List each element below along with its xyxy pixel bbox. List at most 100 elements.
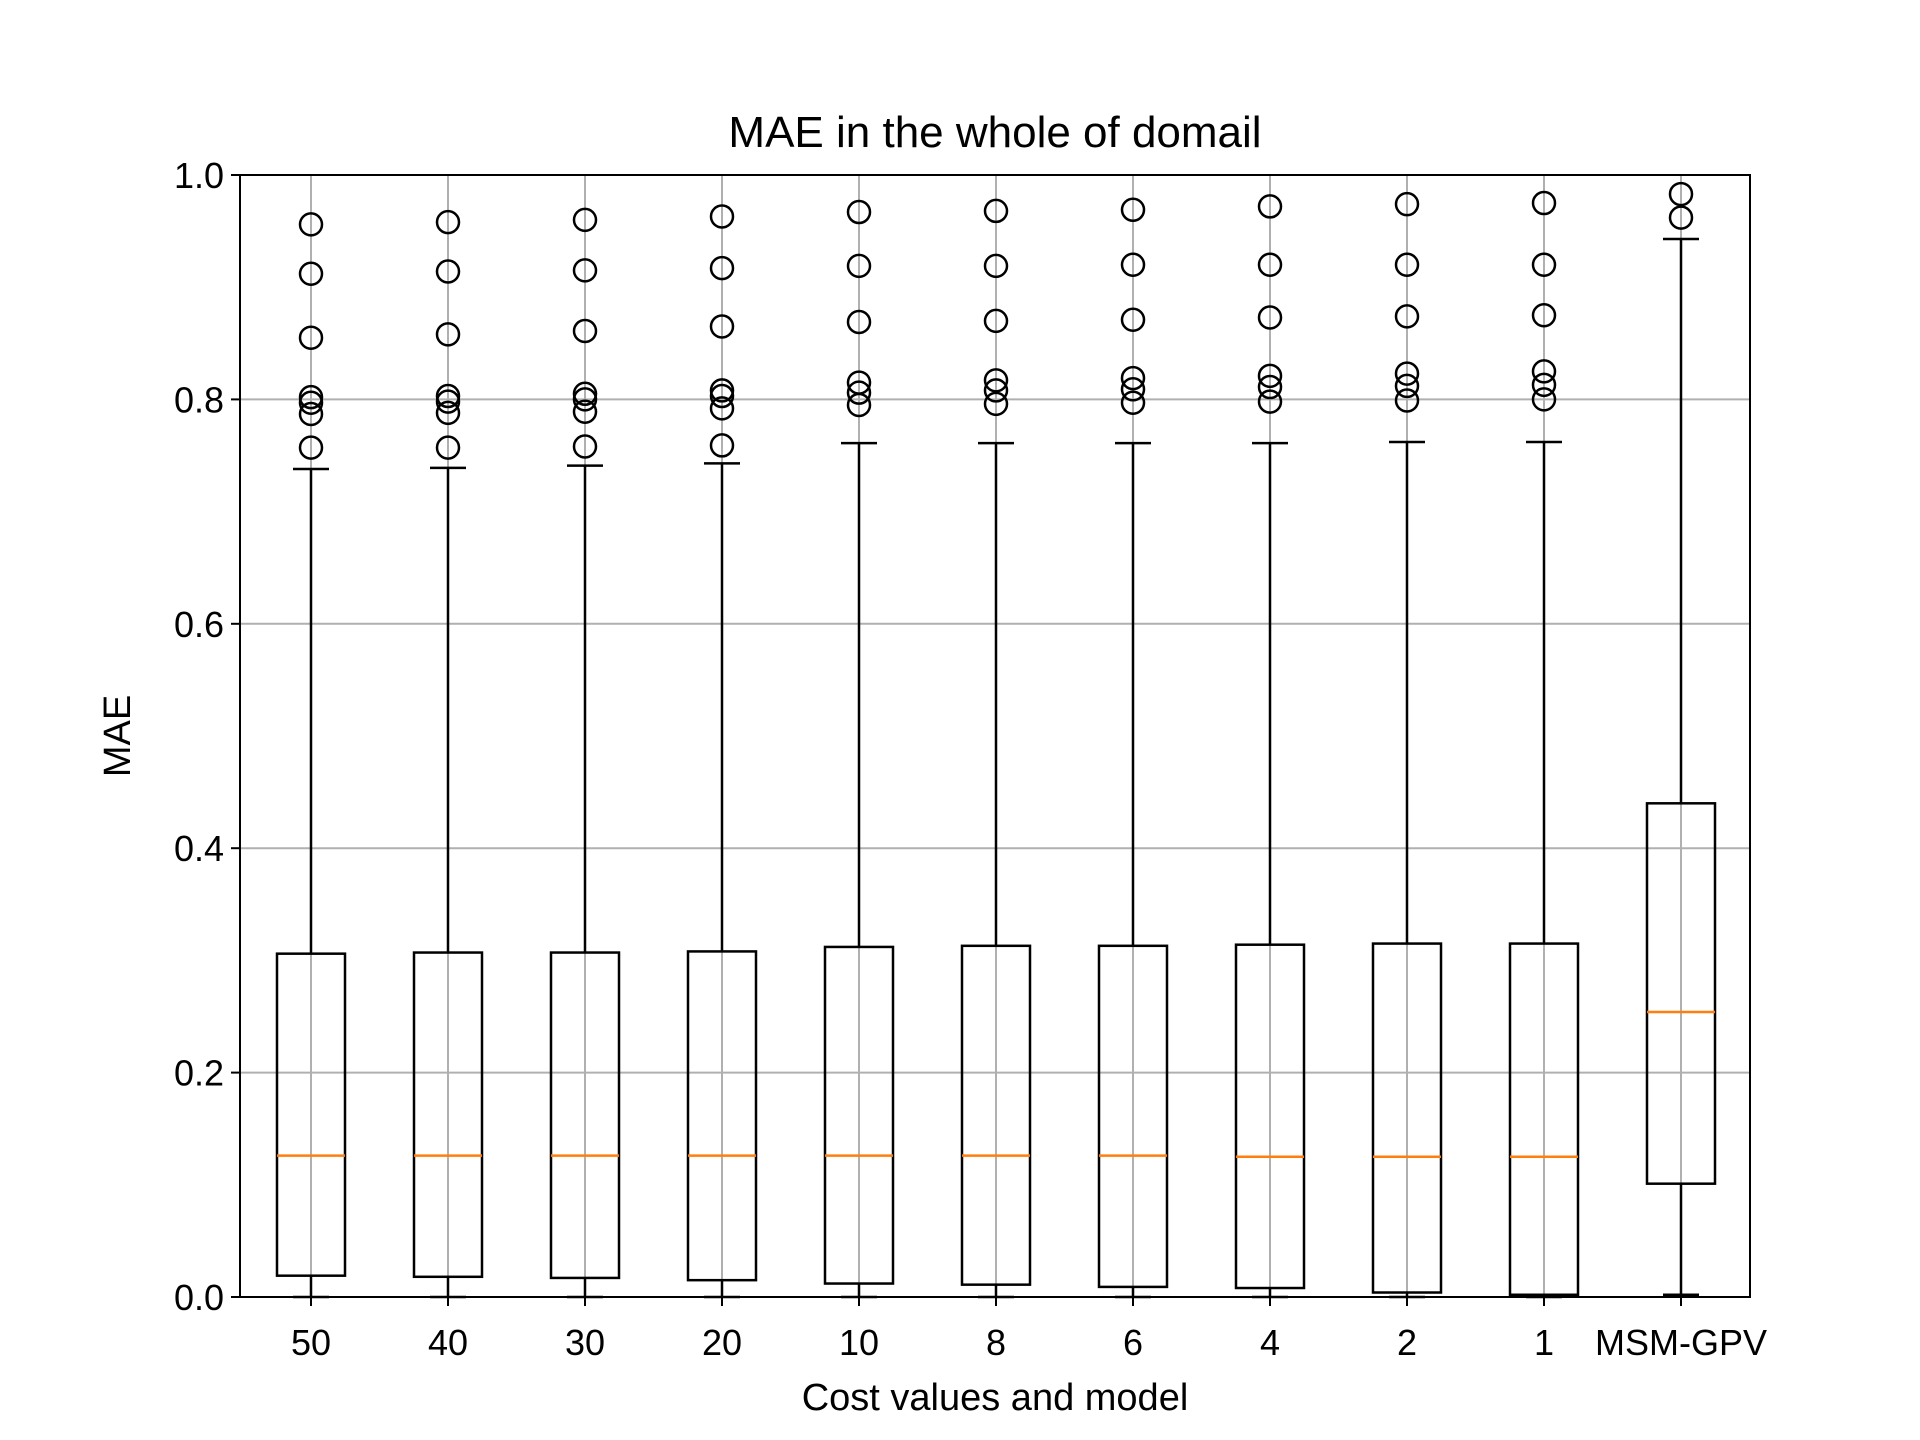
outlier-point: [709, 255, 735, 281]
outlier-point: [1531, 252, 1557, 278]
outlier-point: [298, 401, 324, 427]
box-body: [960, 944, 1032, 1286]
x-tick-label: 4: [1260, 1322, 1280, 1363]
box-body: [1097, 944, 1169, 1289]
axes: 0.0 0.2 0.4 0.6 0.8 1.0 50 40 30 20 10 8 6 4 2 1 MSM-GPV: [174, 155, 1767, 1363]
box-body: [1371, 942, 1443, 1294]
outlier-point: [983, 368, 1009, 393]
outlier-point: [1257, 305, 1283, 330]
outlier-point: [572, 258, 598, 283]
box-group: [686, 204, 758, 1299]
outlier-point: [1257, 194, 1283, 219]
outlier-point: [435, 435, 461, 460]
outlier-point: [1257, 363, 1283, 389]
x-tick-label: 50: [291, 1322, 331, 1363]
box-group: [275, 212, 347, 1299]
outlier-point: [1257, 389, 1283, 414]
outlier-point: [709, 314, 735, 339]
outlier-point: [846, 370, 872, 395]
outlier-point: [1257, 374, 1283, 400]
box-group: [960, 198, 1032, 1299]
box-body: [1645, 802, 1717, 1185]
outlier-point: [1394, 373, 1420, 399]
box-body: [686, 950, 758, 1282]
outlier-point: [1257, 252, 1283, 278]
box-group: [1234, 194, 1306, 1299]
outlier-point: [435, 322, 461, 347]
outlier-point: [709, 378, 735, 403]
x-tick-label: 6: [1123, 1322, 1143, 1363]
outlier-point: [1394, 304, 1420, 329]
outlier-point: [435, 383, 461, 409]
outlier-point: [983, 391, 1009, 417]
outlier-point: [435, 209, 461, 235]
outlier-point: [572, 318, 598, 344]
outlier-point: [572, 381, 598, 407]
outlier-point: [435, 400, 461, 426]
outlier-point: [709, 204, 735, 229]
outlier-point: [1531, 387, 1557, 412]
x-tick-label: 30: [565, 1322, 605, 1363]
outlier-point: [983, 198, 1009, 224]
outlier-point: [572, 434, 598, 459]
box-group: [412, 209, 484, 1299]
outlier-point: [572, 387, 598, 412]
box-body: [823, 945, 895, 1285]
outlier-point: [1394, 361, 1420, 386]
outlier-point: [846, 309, 872, 335]
outlier-point: [1668, 205, 1694, 230]
box-body: [1508, 942, 1580, 1297]
outlier-point: [435, 389, 461, 414]
outlier-point: [1531, 372, 1557, 398]
outlier-point: [298, 390, 324, 416]
y-axis-label: MAE: [97, 695, 139, 777]
box-body: [1234, 943, 1306, 1290]
x-tick-label: 2: [1397, 1322, 1417, 1363]
outlier-point: [846, 199, 872, 225]
x-tick-label: 20: [702, 1322, 742, 1363]
outlier-point: [709, 396, 735, 421]
outlier-point: [709, 383, 735, 409]
outlier-point: [1394, 252, 1420, 278]
y-tick-label: 0.8: [174, 379, 224, 420]
outlier-point: [1531, 190, 1557, 216]
y-tick-label: 0.0: [174, 1277, 224, 1318]
outlier-point: [1120, 377, 1146, 402]
outlier-point: [1120, 307, 1146, 332]
outlier-point: [298, 435, 324, 460]
y-tick-label: 1.0: [174, 155, 224, 196]
outlier-point: [1120, 365, 1146, 391]
outlier-point: [298, 212, 324, 237]
chart-title: MAE in the whole of domail: [728, 108, 1261, 157]
x-tick-label: 8: [986, 1322, 1006, 1363]
outlier-point: [983, 308, 1009, 334]
x-tick-label: 1: [1534, 1322, 1554, 1363]
x-tick-label: MSM-GPV: [1595, 1322, 1767, 1363]
outlier-point: [298, 384, 324, 410]
box-group: [1097, 197, 1169, 1299]
outlier-point: [1668, 181, 1694, 207]
outlier-point: [1120, 390, 1146, 416]
box-group: [1645, 181, 1717, 1297]
outlier-point: [1120, 197, 1146, 223]
x-axis-label: Cost values and model: [802, 1377, 1189, 1419]
outlier-point: [1531, 359, 1557, 384]
box-body: [275, 952, 347, 1277]
y-tick-label: 0.6: [174, 604, 224, 645]
y-tick-label: 0.4: [174, 828, 224, 869]
outlier-point: [709, 433, 735, 458]
box-series: [275, 181, 1717, 1299]
x-tick-label: 40: [428, 1322, 468, 1363]
box-body: [412, 951, 484, 1279]
outlier-point: [1120, 252, 1146, 278]
outlier-point: [1394, 191, 1420, 217]
outlier-point: [983, 378, 1009, 403]
outlier-point: [298, 261, 324, 286]
outlier-point: [572, 399, 598, 424]
outlier-point: [572, 207, 598, 233]
outlier-point: [983, 253, 1009, 279]
outlier-point: [435, 259, 461, 284]
outlier-point: [1531, 303, 1557, 328]
y-tick-label: 0.2: [174, 1053, 224, 1094]
